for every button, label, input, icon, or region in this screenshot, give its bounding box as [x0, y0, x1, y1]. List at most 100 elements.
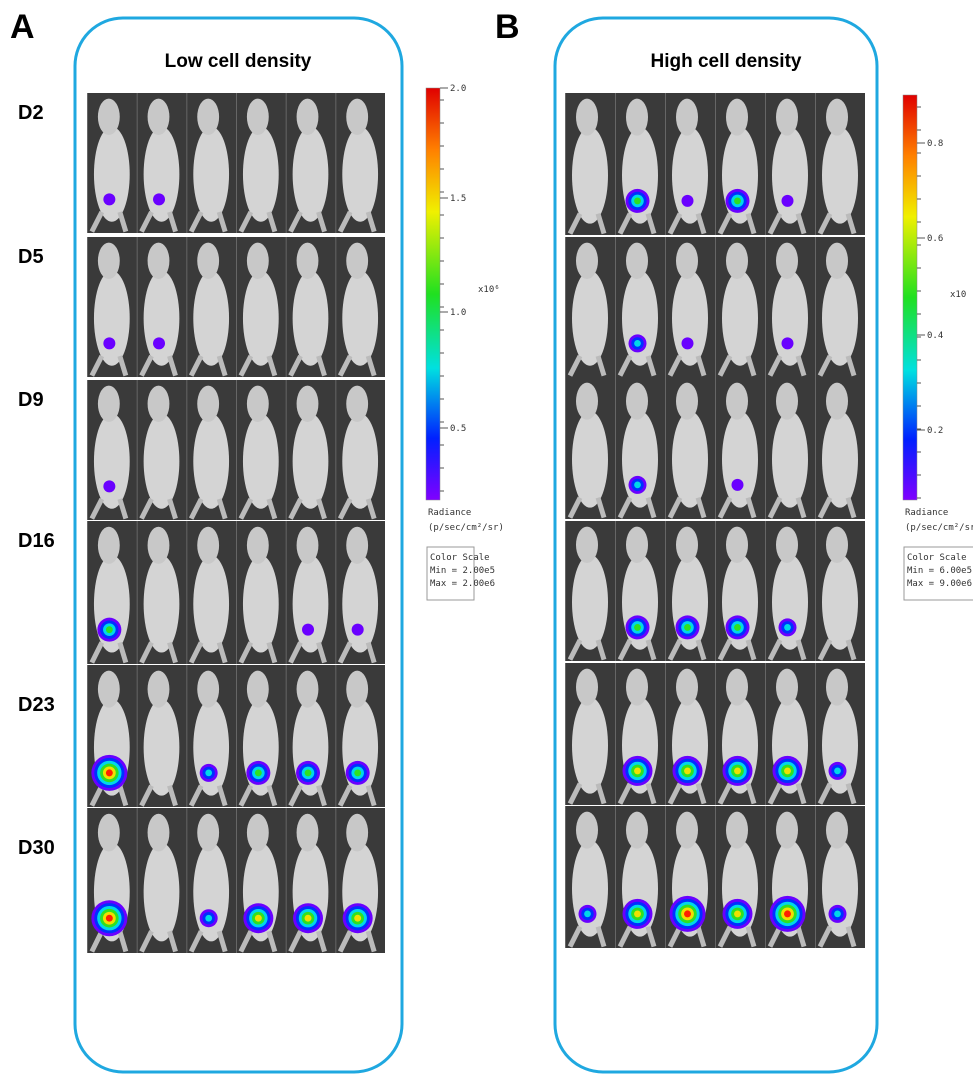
mouse-body: [772, 411, 808, 508]
mouse-head: [626, 242, 648, 279]
mouse-head: [626, 668, 648, 706]
image-row: [87, 380, 385, 520]
image-divider: [665, 663, 666, 805]
mouse-leg: [188, 497, 228, 520]
image-divider: [136, 93, 138, 233]
colorbar-tick-label: 0.8: [927, 139, 943, 149]
colorbar-exponent: x10⁶: [478, 285, 500, 295]
mouse-leg: [567, 782, 607, 805]
image-divider: [136, 665, 138, 807]
image-divider: [236, 93, 237, 233]
signal: [354, 769, 362, 777]
colorbar: [902, 94, 918, 501]
mouse-body: [342, 413, 379, 509]
mouse-head: [626, 811, 648, 849]
mouse-leg: [89, 784, 129, 807]
image-row: [565, 377, 865, 519]
image-divider: [765, 663, 766, 805]
mouse-body: [242, 413, 279, 509]
mouse-leg: [238, 210, 278, 233]
mouse-leg: [717, 496, 757, 519]
image-divider: [186, 665, 188, 807]
colorbar-tick-label: 0.2: [927, 426, 943, 436]
mouse-body: [822, 270, 858, 366]
signal: [834, 767, 841, 775]
signal: [784, 767, 791, 775]
mouse-leg: [288, 641, 327, 664]
mouse-leg: [188, 784, 228, 807]
image-divider: [665, 93, 666, 235]
mouse-head: [246, 526, 269, 564]
mouse-leg: [617, 496, 657, 519]
image-divider: [615, 377, 616, 519]
mouse-body: [143, 699, 180, 796]
mouse-leg: [89, 641, 129, 664]
image-divider: [715, 237, 716, 377]
image-divider: [335, 665, 337, 807]
mouse-head: [346, 98, 369, 135]
mouse-leg: [817, 638, 857, 661]
signal: [634, 767, 641, 775]
mouse-head: [576, 811, 598, 849]
mouse-head: [676, 382, 698, 420]
signal: [784, 624, 791, 631]
signal: [784, 910, 791, 918]
mouse-body: [193, 555, 230, 653]
mouse-leg: [337, 641, 377, 664]
mouse-leg: [767, 925, 807, 948]
mouse-head: [826, 811, 848, 849]
signal: [205, 769, 213, 777]
signal: [302, 623, 315, 636]
mouse-leg: [188, 930, 228, 953]
mouse-head: [97, 98, 120, 135]
image-divider: [236, 808, 237, 953]
image-divider: [765, 237, 766, 377]
image-divider: [665, 377, 666, 519]
mouse-leg: [767, 638, 807, 661]
scale-max: Max = 2.00e6: [430, 579, 495, 589]
mouse-leg: [567, 212, 607, 235]
mouse-body: [143, 126, 180, 222]
image-divider: [815, 237, 816, 377]
mouse-leg: [767, 212, 807, 235]
mouse-leg: [89, 930, 129, 953]
colorbar-units: (p/sec/cm²/sr): [905, 523, 973, 533]
mouse-body: [572, 127, 608, 224]
mouse-head: [296, 670, 319, 708]
scale-min: Min = 6.00e5: [907, 566, 972, 576]
mouse-leg: [337, 210, 377, 233]
mouse-body: [722, 411, 758, 508]
mouse-leg: [567, 638, 607, 661]
signal: [684, 910, 691, 918]
mouse-leg: [817, 354, 857, 377]
mouse-body: [143, 270, 180, 366]
mouse-head: [776, 98, 798, 136]
image-divider: [236, 237, 237, 377]
mouse-body: [143, 555, 180, 653]
mouse-leg: [238, 784, 278, 807]
mouse-leg: [817, 496, 857, 519]
mouse-leg: [188, 354, 228, 377]
signal: [734, 767, 741, 775]
mouse-head: [776, 668, 798, 706]
image-divider: [765, 377, 766, 519]
image-divider: [87, 665, 88, 807]
image-divider: [87, 808, 88, 953]
image-divider: [87, 93, 88, 233]
mouse-head: [776, 811, 798, 849]
mouse-leg: [617, 638, 657, 661]
image-divider: [815, 93, 816, 235]
image-row: [87, 521, 385, 664]
signal: [634, 623, 641, 631]
mouse-body: [672, 127, 708, 224]
mouse-head: [147, 385, 170, 422]
image-divider: [285, 380, 287, 520]
image-divider: [186, 808, 188, 953]
mouse-body: [822, 554, 858, 650]
mouse-leg: [767, 354, 807, 377]
mouse-head: [246, 670, 269, 708]
image-divider: [186, 521, 188, 664]
colorbar-exponent: x10: [950, 290, 966, 300]
image-divider: [87, 380, 88, 520]
mouse-body: [572, 554, 608, 650]
